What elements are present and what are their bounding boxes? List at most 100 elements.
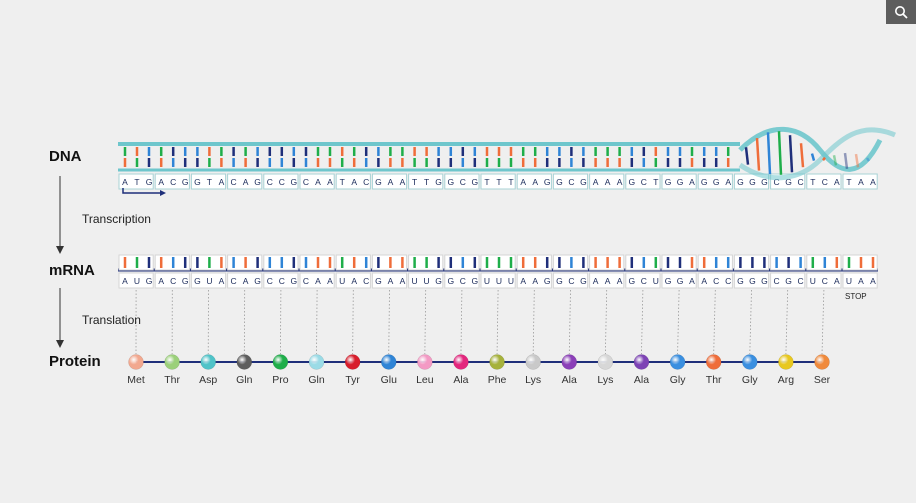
flow-arrows [56,176,166,348]
dna-codon-box [371,173,408,190]
mrna-base-letter: G [146,276,153,286]
amino-acid-label: Pro [272,374,289,386]
dna-codon-box [842,173,878,190]
amino-acid-bead [200,354,216,370]
amino-acid-bead [453,354,469,370]
dna-base-letter: G [290,177,297,187]
dna-base-letter: G [677,177,684,187]
mrna-base-letter: C [170,276,176,286]
amino-acid-label: Gln [236,374,253,386]
amino-acid-bead [561,354,578,370]
search-button[interactable] [886,0,916,24]
mrna-base-letter: A [388,276,394,286]
helix-rung [799,143,805,168]
dna-base-letter: G [194,177,201,187]
mrna-base-letter: C [713,276,719,286]
amino-acid-bead [236,354,253,370]
dna-base-letter: G [737,177,744,187]
helix-strand-2 [738,127,896,181]
mrna-base-letter: C [267,276,273,286]
codon-to-aa-link [460,289,463,355]
mrna-codon-box [625,272,661,289]
dna-codon-box [299,173,335,190]
codon-to-aa-link [713,289,716,355]
dna-base-letter: T [496,177,501,187]
dna-base-letter: T [846,177,851,187]
dna-base-letter: A [520,177,526,187]
amino-acid-label: Asp [199,374,217,386]
mrna-codon-box [697,272,733,289]
mrna-base-letter: G [544,276,551,286]
amino-acid-label: Ala [453,374,468,386]
mrna-base-letter: A [351,276,357,286]
amino-acid-label: Arg [778,374,795,386]
codon-links [135,289,825,355]
dna-codon-box [625,173,661,190]
translation-label: Translation [82,313,141,327]
dna-base-letter: A [834,177,840,187]
dna-codon-box [263,173,299,190]
stop-label: STOP [845,292,867,301]
dna-base-letter: A [315,177,321,187]
dna-to-mrna-arrowhead [56,246,64,254]
mrna-base-letter: A [617,276,623,286]
dna-codon-box [516,173,552,190]
codon-to-aa-link [604,289,608,355]
dna-base-letter: C [568,177,574,187]
helix-rung [865,157,871,162]
mrna-base-letter: A [158,276,164,286]
mrna-base-letter: G [761,276,768,286]
dna-base-letter: C [231,177,237,187]
codon-to-aa-link [568,289,571,355]
dna-base-letter: T [484,177,489,187]
dna-base-letter: A [158,177,164,187]
helix-rung [744,147,750,165]
mrna-codon-box [733,272,770,289]
dna-base-letter: G [761,177,768,187]
amino-acid-bead [814,354,830,370]
mrna-base-letter: A [122,276,128,286]
mrna-base-letter: G [628,276,635,286]
dna-base-letter: G [471,177,478,187]
mrna-base-letter: U [508,276,514,286]
amino-acid-bead [669,354,686,370]
codon-to-aa-link [388,289,390,355]
mrna-base-letter: C [303,276,309,286]
dna-base-letter: G [556,177,563,187]
dna-base-letter: G [580,177,587,187]
mrna-base-letter: G [749,276,756,286]
mrna-base-letter: G [447,276,454,286]
dna-codon-box [480,173,516,190]
amino-acid-label: Leu [416,374,434,386]
mrna-codon-box [589,272,625,289]
dna-codon-box [806,173,842,190]
amino-acid-label: Ala [562,374,577,386]
mrna-base-letter: G [556,276,563,286]
dna-codon-box [552,173,589,190]
mrna-base-letter: C [774,276,780,286]
mrna-base-letter: C [725,276,731,286]
mrna-base-letter: C [363,276,369,286]
dna-codon-box [408,173,444,190]
codon-to-aa-link [785,289,789,355]
dna-base-letter: G [254,177,261,187]
mrna-base-letter: G [677,276,684,286]
dna-base-letter: C [798,177,804,187]
amino-acid-label: Glu [381,374,398,386]
mrna-base-letter: U [810,276,816,286]
amino-acid-bead [272,354,289,370]
mrna-base-letter: C [279,276,285,286]
amino-acid-bead [417,354,433,370]
dna-base-letter: C [363,177,369,187]
dna-base-letter: G [749,177,756,187]
mrna-base-letter: A [327,276,333,286]
amino-acid-label: Thr [706,374,722,386]
mrna-base-letter: G [665,276,672,286]
dna-base-letter: G [447,177,454,187]
mrna-codon-box [842,272,878,289]
dna-base-letter: A [870,177,876,187]
dna-base-letter: G [146,177,153,187]
dna-base-letter: T [412,177,417,187]
mrna-base-letter: A [593,276,599,286]
